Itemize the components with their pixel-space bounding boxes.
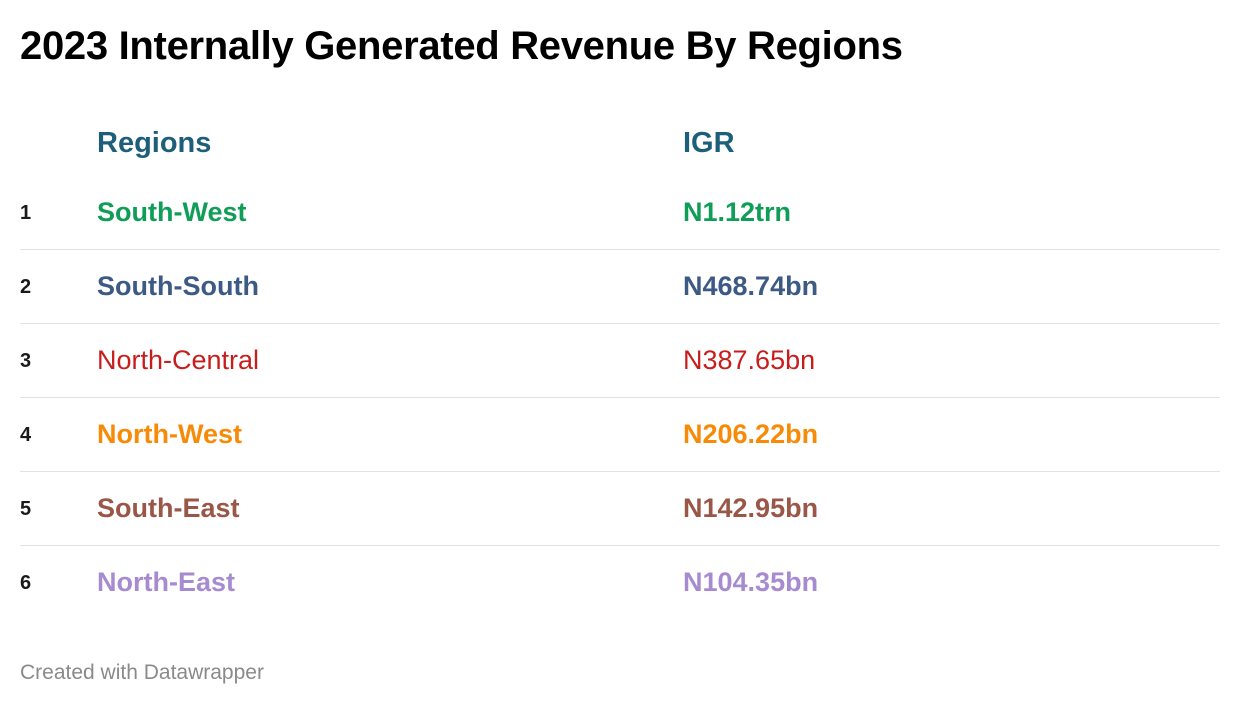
chart-title: 2023 Internally Generated Revenue By Reg…: [20, 24, 903, 68]
row-igr-value: N468.74bn: [683, 271, 819, 301]
row-igr-value: N1.12trn: [683, 197, 792, 227]
table-body: 1 South-West N1.12trn 2 South-South N468.74bn…: [20, 176, 1220, 619]
row-region: South-East: [97, 493, 240, 523]
row-rank: 3: [20, 350, 32, 372]
row-region: South-South: [97, 271, 259, 301]
row-region: North-West: [97, 419, 242, 449]
row-igr-value: N142.95bn: [683, 493, 819, 523]
table-row: 1 South-West N1.12trn: [20, 176, 1220, 250]
table-header: Regions IGR: [20, 110, 1220, 176]
data-table: Regions IGR 1 South-West N1.12trn 2 South-So…: [20, 110, 1220, 619]
row-region: North-East: [97, 567, 236, 597]
table-row: 5 South-East N142.95bn: [20, 472, 1220, 546]
row-rank: 4: [20, 424, 32, 446]
row-rank: 2: [20, 276, 32, 298]
row-igr-value: N104.35bn: [683, 567, 819, 597]
table-row: 4 North-West N206.22bn: [20, 398, 1220, 472]
row-rank: 6: [20, 572, 32, 594]
row-igr-value: N206.22bn: [683, 419, 819, 449]
column-header-regions: Regions: [97, 127, 212, 159]
datawrapper-credit: Created with Datawrapper: [20, 661, 264, 684]
row-region: South-West: [97, 197, 247, 227]
row-region: North-Central: [97, 345, 260, 375]
table-row: 6 North-East N104.35bn: [20, 546, 1220, 619]
row-igr-value: N387.65bn: [683, 345, 816, 375]
row-rank: 5: [20, 498, 32, 520]
table-row: 3 North-Central N387.65bn: [20, 324, 1220, 398]
table-row: 2 South-South N468.74bn: [20, 250, 1220, 324]
row-rank: 1: [20, 202, 32, 224]
column-header-igr: IGR: [683, 127, 735, 159]
